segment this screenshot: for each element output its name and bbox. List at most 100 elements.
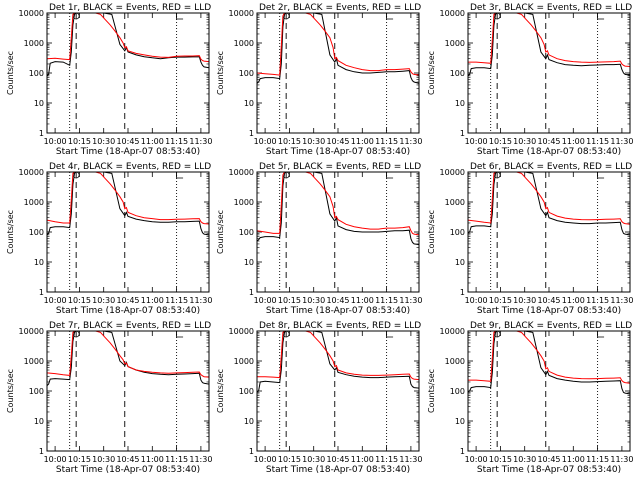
y-tick-label: 10000 (229, 168, 254, 177)
y-tick-label: 1000 (24, 39, 44, 48)
y-tick-label: 10000 (229, 9, 254, 18)
y-axis-label: Counts/sec (216, 369, 225, 413)
x-tick-label: 11:00 (562, 455, 585, 464)
y-tick-label: 10 (455, 99, 465, 108)
x-tick-label: 11:00 (351, 296, 374, 305)
y-tick-label: 10 (244, 258, 254, 267)
x-tick-label: 11:00 (351, 137, 374, 146)
y-tick-label: 1000 (24, 357, 44, 366)
x-tick-label: 10:30 (513, 455, 536, 464)
x-tick-label: 10:00 (44, 296, 67, 305)
y-tick-label: 1000 (24, 198, 44, 207)
x-tick-label: 10:15 (68, 455, 91, 464)
y-tick-label: 100 (29, 69, 44, 78)
chart-panel-1: Det 1r, BLACK = Events, RED = LLD Counts/… (6, 3, 212, 157)
y-tick-label: 10 (34, 99, 44, 108)
y-axis-label: Counts/sec (216, 51, 225, 95)
x-tick-label: 11:15 (375, 137, 398, 146)
y-axis-label: Counts/sec (6, 51, 15, 95)
event-marker-bracket (597, 172, 605, 179)
chart-title: Det 3r, BLACK = Events, RED = LLD (470, 3, 632, 13)
y-axis-label: Counts/sec (6, 369, 15, 413)
x-tick-label: 10:30 (92, 137, 115, 146)
x-tick-label: 10:15 (68, 137, 91, 146)
y-tick-label: 100 (239, 228, 254, 237)
chart-panel-7: Det 7r, BLACK = Events, RED = LLD Counts/… (6, 321, 212, 475)
y-tick-label: 1 (39, 288, 44, 297)
plot-frame (46, 12, 210, 134)
y-tick-label: 100 (239, 387, 254, 396)
y-tick-label: 1000 (445, 39, 465, 48)
x-tick-label: 10:15 (68, 296, 91, 305)
x-tick-label: 10:15 (278, 137, 301, 146)
series-line-events (257, 13, 419, 84)
y-tick-label: 100 (450, 387, 465, 396)
chart-title: Det 1r, BLACK = Events, RED = LLD (49, 3, 211, 13)
x-axis-label: Start Time (18-Apr-07 08:53:40) (56, 306, 200, 316)
x-axis-label: Start Time (18-Apr-07 08:53:40) (56, 465, 200, 475)
x-tick-label: 10:00 (254, 455, 277, 464)
y-axis-label: Counts/sec (6, 210, 15, 254)
y-tick-label: 10000 (440, 9, 465, 18)
x-tick-label: 10:15 (278, 296, 301, 305)
x-tick-label: 10:30 (302, 296, 325, 305)
x-axis-label: Start Time (18-Apr-07 08:53:40) (477, 465, 621, 475)
plot-frame (256, 12, 420, 134)
x-tick-label: 10:45 (326, 296, 349, 305)
x-tick-label: 11:15 (165, 296, 188, 305)
plot-frame (256, 330, 420, 452)
series-line-events (47, 172, 209, 236)
y-tick-label: 10000 (19, 168, 44, 177)
y-tick-label: 1000 (445, 357, 465, 366)
plot-frame (467, 330, 631, 452)
x-tick-label: 10:00 (44, 137, 67, 146)
chart-title: Det 2r, BLACK = Events, RED = LLD (259, 3, 421, 13)
x-tick-label: 10:00 (44, 455, 67, 464)
x-tick-label: 10:45 (116, 296, 139, 305)
chart-panel-6: Det 6r, BLACK = Events, RED = LLD Counts/… (427, 162, 633, 316)
y-tick-label: 1000 (234, 198, 254, 207)
chart-panel-5: Det 5r, BLACK = Events, RED = LLD Counts/… (216, 162, 422, 316)
x-tick-label: 11:30 (399, 137, 422, 146)
y-tick-label: 10 (34, 258, 44, 267)
x-tick-label: 11:15 (586, 137, 609, 146)
x-tick-label: 11:00 (562, 137, 585, 146)
event-marker-bracket (597, 13, 605, 20)
x-axis-label: Start Time (18-Apr-07 08:53:40) (56, 147, 200, 157)
chart-title: Det 5r, BLACK = Events, RED = LLD (259, 162, 421, 172)
event-marker-bracket (176, 13, 184, 20)
event-marker-bracket (386, 172, 394, 179)
x-tick-label: 10:15 (489, 137, 512, 146)
y-tick-label: 1 (460, 447, 465, 456)
x-tick-label: 10:30 (513, 296, 536, 305)
event-marker-bracket (176, 331, 184, 338)
chart-title: Det 9r, BLACK = Events, RED = LLD (470, 321, 632, 331)
series-line-events (47, 331, 209, 387)
chart-panel-9: Det 9r, BLACK = Events, RED = LLD Counts/… (427, 321, 633, 475)
plot-frame (46, 171, 210, 293)
y-axis-label: Counts/sec (427, 51, 436, 95)
x-tick-label: 11:00 (351, 455, 374, 464)
x-tick-label: 10:45 (116, 137, 139, 146)
y-tick-label: 1 (39, 447, 44, 456)
chart-title: Det 7r, BLACK = Events, RED = LLD (49, 321, 211, 331)
y-tick-label: 10000 (440, 168, 465, 177)
y-tick-label: 10 (34, 417, 44, 426)
x-tick-label: 11:00 (141, 296, 164, 305)
y-tick-label: 100 (239, 69, 254, 78)
x-tick-label: 10:30 (302, 455, 325, 464)
y-tick-label: 100 (450, 69, 465, 78)
y-tick-label: 1000 (234, 39, 254, 48)
x-tick-label: 11:30 (189, 455, 212, 464)
y-tick-label: 1 (249, 288, 254, 297)
event-marker-bracket (386, 331, 394, 338)
x-tick-label: 10:15 (489, 455, 512, 464)
series-line-events (257, 331, 419, 393)
y-tick-label: 10000 (440, 327, 465, 336)
y-tick-label: 10 (244, 99, 254, 108)
x-tick-label: 10:00 (254, 137, 277, 146)
y-tick-label: 10 (244, 417, 254, 426)
series-line-events (468, 13, 630, 77)
x-axis-label: Start Time (18-Apr-07 08:53:40) (266, 147, 410, 157)
